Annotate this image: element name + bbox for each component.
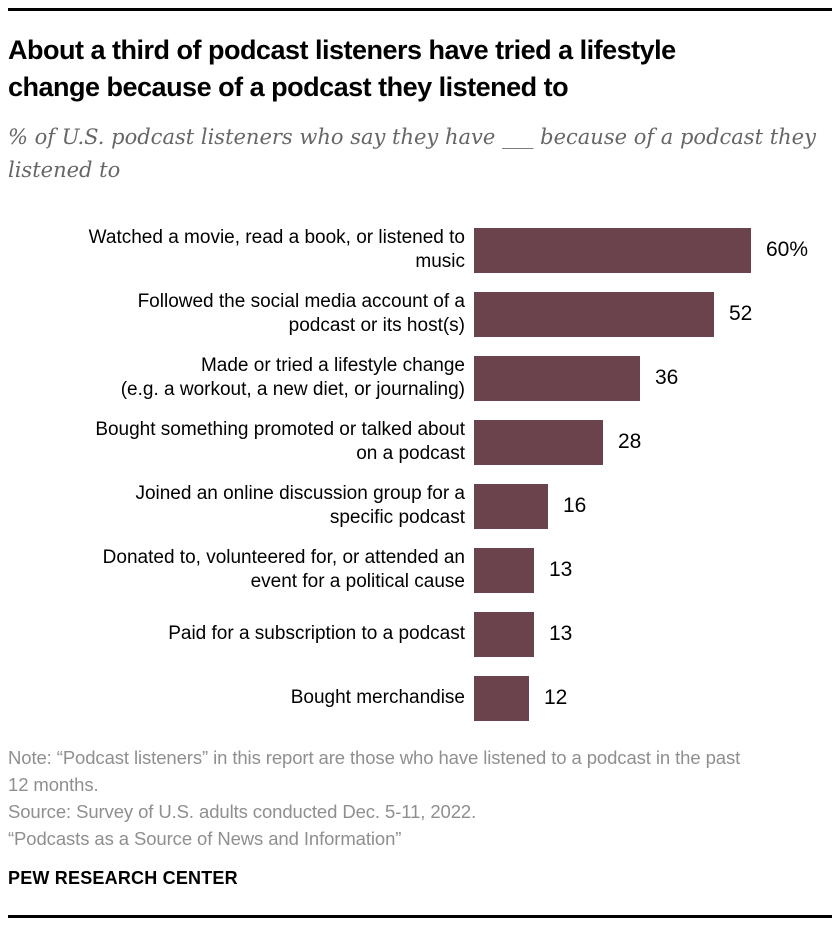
page-title: About a third of podcast listeners have … — [8, 35, 676, 102]
bar-category-label: Bought merchandise — [290, 687, 465, 708]
brand-name: PEW RESEARCH CENTER — [8, 868, 238, 888]
bar — [474, 483, 548, 529]
bottom-rule — [8, 915, 832, 918]
top-rule — [8, 8, 832, 11]
bar-category-label: Bought something promoted or talked abou… — [95, 419, 465, 464]
bar-value-label: 13 — [549, 622, 573, 645]
bar-row: Made or tried a lifestyle change (e.g. a… — [8, 346, 832, 410]
bar-category-label: Followed the social media account of a p… — [137, 291, 465, 336]
bar-row: Followed the social media account of a p… — [8, 282, 832, 346]
bar-value-label: 12 — [544, 686, 568, 709]
bar-value-label: 28 — [618, 430, 642, 453]
bar-value-label: 16 — [563, 494, 587, 517]
bar — [474, 355, 640, 401]
source-text: Source: Survey of U.S. adults conducted … — [8, 801, 477, 822]
bar-row: Bought something promoted or talked abou… — [8, 410, 832, 474]
bar-row: Watched a movie, read a book, or listene… — [8, 218, 832, 282]
footer: Note: “Podcast listeners” in this report… — [8, 744, 832, 889]
bar — [474, 419, 603, 465]
bar-chart: Watched a movie, read a book, or listene… — [8, 218, 832, 730]
bar-row: Donated to, volunteered for, or attended… — [8, 538, 832, 602]
bar-value-label: 52 — [729, 302, 753, 325]
report-title-text: “Podcasts as a Source of News and Inform… — [8, 828, 402, 849]
bar — [474, 611, 534, 657]
bar-value-label: 36 — [655, 366, 679, 389]
bar — [474, 291, 714, 337]
bar-row: Paid for a subscription to a podcast 13 — [8, 602, 832, 666]
chart-subtitle: % of U.S. podcast listeners who say they… — [8, 125, 816, 182]
bar — [474, 547, 534, 593]
bar-category-label: Paid for a subscription to a podcast — [168, 623, 465, 644]
bar-category-label: Donated to, volunteered for, or attended… — [102, 547, 465, 592]
bar — [474, 227, 751, 273]
bar-row: Joined an online discussion group for a … — [8, 474, 832, 538]
note-text: Note: “Podcast listeners” in this report… — [8, 747, 741, 795]
bar-category-label: Joined an online discussion group for a … — [135, 483, 465, 528]
bar-category-label: Watched a movie, read a book, or listene… — [88, 227, 465, 272]
bar-value-label: 60% — [766, 238, 809, 261]
bar — [474, 675, 529, 721]
bar-row: Bought merchandise 12 — [8, 666, 832, 730]
bar-category-label: Made or tried a lifestyle change (e.g. a… — [120, 355, 465, 400]
bar-value-label: 13 — [549, 558, 573, 581]
